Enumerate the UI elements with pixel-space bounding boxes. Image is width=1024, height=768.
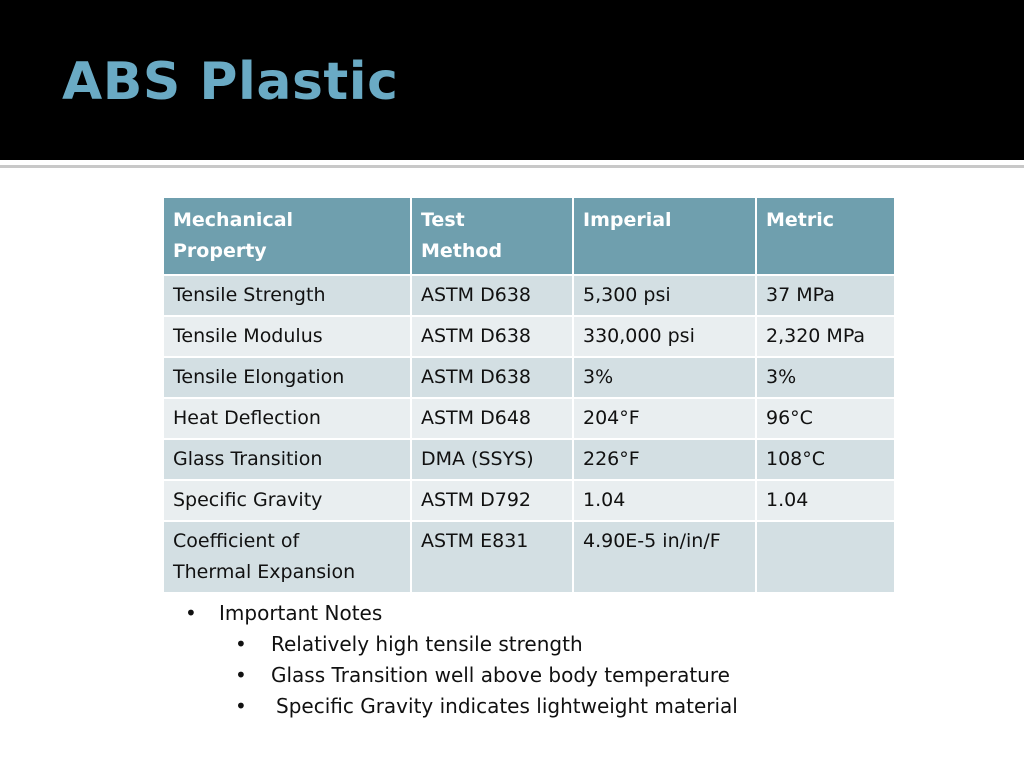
header-cell: Test Method <box>410 196 574 276</box>
table-row: Coefficient of Thermal Expansion ASTM E83… <box>162 520 896 594</box>
note-item: Relatively high tensile strength <box>271 632 583 656</box>
table-row: Tensile Modulus ASTM D638 330,000 psi 2,320… <box>162 315 896 358</box>
table-cell: 1.04 <box>755 479 896 522</box>
table-cell: Coefficient of Thermal Expansion <box>162 520 412 594</box>
header-cell: Mechanical Property <box>162 196 412 276</box>
table-cell: 330,000 psi <box>572 315 757 358</box>
table-body: Tensile Strength ASTM D638 5,300 psi 37 MPa… <box>162 274 896 594</box>
note-item: Specific Gravity indicates lightweight m… <box>276 694 738 718</box>
table-cell: 1.04 <box>572 479 757 522</box>
table-row: Glass Transition DMA (SSYS) 226°F 108°C <box>162 438 896 481</box>
table-cell: 4.90E-5 in/in/F <box>572 520 757 594</box>
table-cell <box>755 520 896 594</box>
title-bar: ABS Plastic <box>0 0 1024 160</box>
bullet: • <box>185 601 197 625</box>
table-row: Tensile Elongation ASTM D638 3% 3% <box>162 356 896 399</box>
table-cell: 96°C <box>755 397 896 440</box>
bullet: • <box>235 694 247 718</box>
table-row: Specific Gravity ASTM D792 1.04 1.04 <box>162 479 896 522</box>
table-row: Heat Deflection ASTM D648 204°F 96°C <box>162 397 896 440</box>
table-row: Tensile Strength ASTM D638 5,300 psi 37 MPa <box>162 274 896 317</box>
table-cell: Tensile Elongation <box>162 356 412 399</box>
table-cell: ASTM D792 <box>410 479 574 522</box>
table-cell: Heat Deflection <box>162 397 412 440</box>
table-cell: Tensile Modulus <box>162 315 412 358</box>
table-cell: 5,300 psi <box>572 274 757 317</box>
properties-table: Mechanical Property Test Method Imperial Me… <box>162 196 896 594</box>
note-item: Glass Transition well above body tempera… <box>271 663 730 687</box>
table-cell: ASTM D638 <box>410 315 574 358</box>
table-cell: 37 MPa <box>755 274 896 317</box>
slide-title: ABS Plastic <box>62 52 399 112</box>
table-cell: Glass Transition <box>162 438 412 481</box>
table-cell: 226°F <box>572 438 757 481</box>
table-cell: 2,320 MPa <box>755 315 896 358</box>
header-cell: Imperial <box>572 196 757 276</box>
rule <box>0 165 1024 168</box>
header-cell: Metric <box>755 196 896 276</box>
bullet: • <box>235 663 247 687</box>
table-cell: Tensile Strength <box>162 274 412 317</box>
table-cell: 3% <box>572 356 757 399</box>
rule <box>0 161 1024 164</box>
table-cell: ASTM D648 <box>410 397 574 440</box>
header-row: Mechanical Property Test Method Imperial Me… <box>162 196 896 276</box>
table-cell: ASTM D638 <box>410 356 574 399</box>
table-cell: Specific Gravity <box>162 479 412 522</box>
notes-title: Important Notes <box>219 601 383 625</box>
table-cell: 204°F <box>572 397 757 440</box>
bullet: • <box>235 632 247 656</box>
table-cell: ASTM E831 <box>410 520 574 594</box>
table-cell: ASTM D638 <box>410 274 574 317</box>
table-cell: 108°C <box>755 438 896 481</box>
table-cell: 3% <box>755 356 896 399</box>
table-cell: DMA (SSYS) <box>410 438 574 481</box>
